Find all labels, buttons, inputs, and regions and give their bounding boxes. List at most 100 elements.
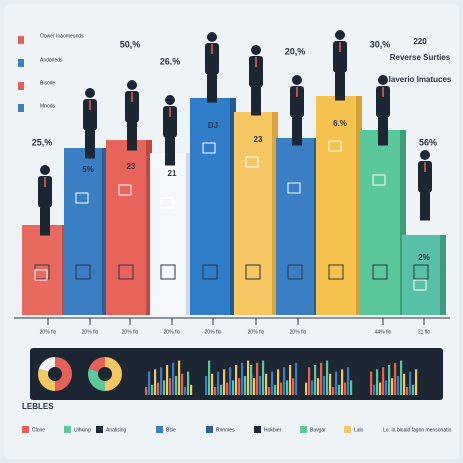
panel-charts	[37, 357, 418, 395]
mini-bar	[323, 376, 326, 395]
person-head	[40, 165, 50, 175]
legend-swatch	[300, 426, 307, 433]
mini-bar	[175, 376, 178, 395]
mini-bar	[151, 384, 154, 395]
header-subtitle: Iaverio Imatuces	[389, 75, 452, 84]
mini-bar	[394, 362, 397, 395]
bar-icon	[372, 174, 386, 186]
mini-bar	[373, 384, 376, 395]
percent-label: 30,%	[370, 39, 391, 49]
bar-side	[356, 96, 362, 315]
mini-bar	[406, 387, 409, 395]
mini-bar	[265, 373, 268, 395]
person-legs	[335, 72, 345, 101]
legend-swatch	[22, 426, 29, 433]
legend-swatch	[206, 426, 213, 433]
bar-side	[272, 112, 278, 315]
mini-bar	[211, 373, 214, 395]
person-legs	[251, 87, 261, 116]
person-legs	[292, 117, 302, 146]
bar-icon	[245, 156, 259, 168]
bar-side	[146, 140, 152, 315]
legend-label: Mnods	[40, 103, 56, 109]
axis-label: 20% flo	[164, 329, 181, 335]
bar-icon	[413, 264, 429, 280]
mini-bar	[277, 369, 280, 395]
person-body	[333, 41, 347, 73]
mini-bar	[229, 367, 232, 395]
mini-bar	[415, 369, 418, 395]
person-body	[249, 56, 263, 88]
mini-bar	[145, 387, 148, 395]
mini-bar	[262, 360, 265, 395]
bar-face	[402, 235, 440, 315]
mini-bar	[341, 369, 344, 395]
mini-bar	[379, 382, 382, 395]
bar-icon	[75, 264, 91, 280]
mini-bar	[220, 384, 223, 395]
bar-icon	[328, 140, 342, 152]
person-head	[292, 75, 302, 85]
mini-bar	[217, 371, 220, 395]
axis-label: 44% flo	[375, 329, 392, 335]
mini-bar	[332, 387, 335, 395]
mini-bar	[317, 378, 320, 395]
bar-label: 2%	[418, 253, 430, 262]
percent-label: 56%	[419, 137, 437, 147]
person-head	[335, 30, 345, 40]
legend-label: Bsle	[166, 427, 176, 433]
axis-label: 21 flo	[418, 329, 430, 335]
mini-bar	[238, 378, 241, 395]
mini-bar	[376, 369, 379, 395]
bar-face	[276, 138, 314, 315]
mini-bar	[247, 360, 250, 395]
legend-swatch	[156, 426, 163, 433]
person-head	[127, 80, 137, 90]
mini-bar	[329, 373, 332, 395]
mini-bar	[154, 369, 157, 395]
mini-bar	[244, 376, 247, 395]
mini-bar	[223, 369, 226, 395]
person-legs	[207, 74, 217, 103]
person-legs	[165, 137, 175, 166]
person-head	[251, 45, 261, 55]
mini-bar	[271, 371, 274, 395]
mini-bar	[184, 387, 187, 395]
bar-label: 23	[254, 135, 263, 144]
mini-bar	[187, 371, 190, 395]
mini-bar	[157, 382, 160, 395]
bar-icon	[413, 279, 427, 291]
legend-swatch	[64, 426, 71, 433]
legend-label: Oower Inaomeonds	[40, 33, 84, 39]
mini-bar	[311, 380, 314, 395]
legend-swatch	[344, 426, 351, 433]
legend-swatch	[254, 426, 261, 433]
legend-label: Ulhking	[74, 427, 91, 433]
mini-bar	[314, 365, 317, 395]
axis-label: 20% flo	[82, 329, 99, 335]
person-head	[207, 32, 217, 42]
person-head	[165, 95, 175, 105]
mini-bar	[241, 362, 244, 395]
mini-bar	[308, 367, 311, 395]
axis-label: 20% flo	[290, 329, 307, 335]
mini-bar	[280, 382, 283, 395]
bar-icon	[202, 264, 218, 280]
bar-side	[186, 153, 192, 315]
mini-bar	[347, 367, 350, 395]
mini-bar	[172, 362, 175, 395]
bar-icon	[34, 269, 48, 281]
bar-face	[64, 148, 102, 315]
bar-label: 21	[168, 169, 177, 178]
mini-bar	[382, 367, 385, 395]
mini-bar	[350, 380, 353, 395]
axis-label: 20% flo	[248, 329, 265, 335]
mini-bar	[160, 367, 163, 395]
legend-label: Lalo	[354, 427, 364, 433]
mini-bar	[289, 365, 292, 395]
mini-bar	[397, 376, 400, 395]
bar-icon	[287, 264, 303, 280]
pie-hole	[98, 367, 112, 381]
person-legs	[85, 130, 95, 159]
